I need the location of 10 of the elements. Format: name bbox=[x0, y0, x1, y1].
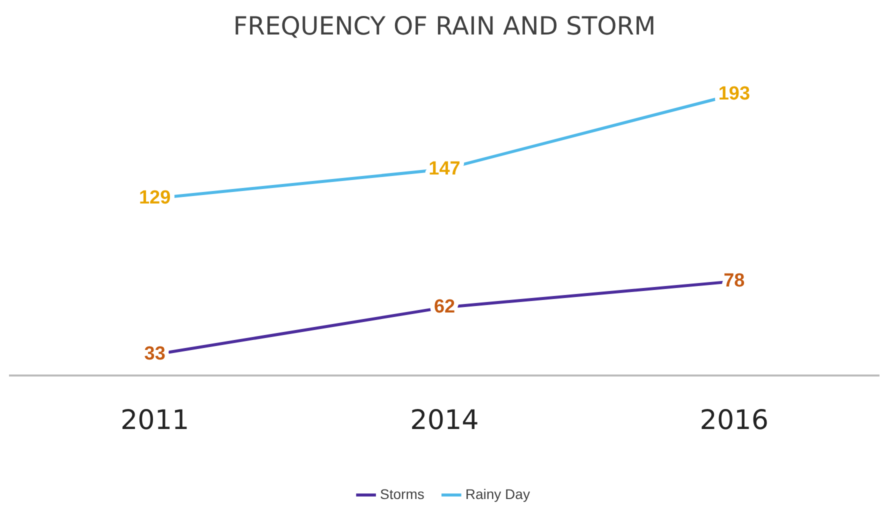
x-tick-label: 2014 bbox=[410, 404, 479, 436]
x-tick-label: 2016 bbox=[700, 404, 769, 436]
data-label: 193 bbox=[718, 84, 750, 105]
data-label: 129 bbox=[138, 188, 171, 209]
legend-label: Storms bbox=[380, 486, 424, 502]
data-label: 33 bbox=[144, 344, 166, 365]
x-tick-label: 2011 bbox=[120, 404, 190, 436]
chart-title: FREQUENCY OF RAIN AND STORM bbox=[233, 12, 656, 40]
data-label: 78 bbox=[724, 270, 745, 292]
legend-label: Rainy Day bbox=[465, 486, 530, 502]
